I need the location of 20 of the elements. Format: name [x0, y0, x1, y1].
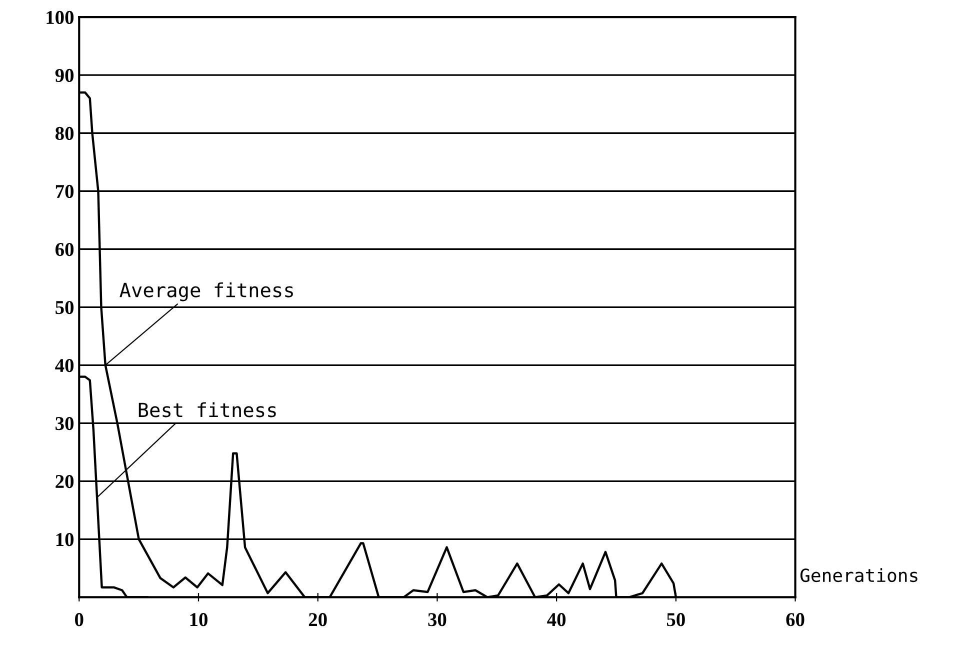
x-tick-label: 30: [428, 613, 446, 626]
y-tick-label: 90: [55, 68, 74, 82]
series-label: Average fitness: [120, 282, 293, 302]
x-tick-label: 0: [75, 613, 84, 626]
y-tick-label: 50: [56, 300, 74, 314]
x-axis-title: Generations: [800, 568, 918, 582]
y-tick-label: 40: [55, 358, 74, 372]
y-tick-label: 70: [56, 184, 74, 198]
x-tick-label: 50: [666, 613, 685, 626]
y-tick-label: 80: [55, 126, 74, 140]
y-tick-label: 100: [46, 10, 74, 24]
x-tick-label: 20: [308, 613, 327, 626]
y-tick-label: 60: [55, 242, 74, 256]
text: Best fitness: [138, 402, 276, 418]
x-tick-label: 40: [547, 613, 566, 626]
y-tick-label: 20: [56, 475, 74, 488]
x-tick-label: 60: [786, 613, 804, 626]
y-tick-label: 30: [56, 416, 74, 430]
x-tick-label: 10: [190, 613, 208, 626]
y-tick-label: 10: [56, 533, 74, 546]
